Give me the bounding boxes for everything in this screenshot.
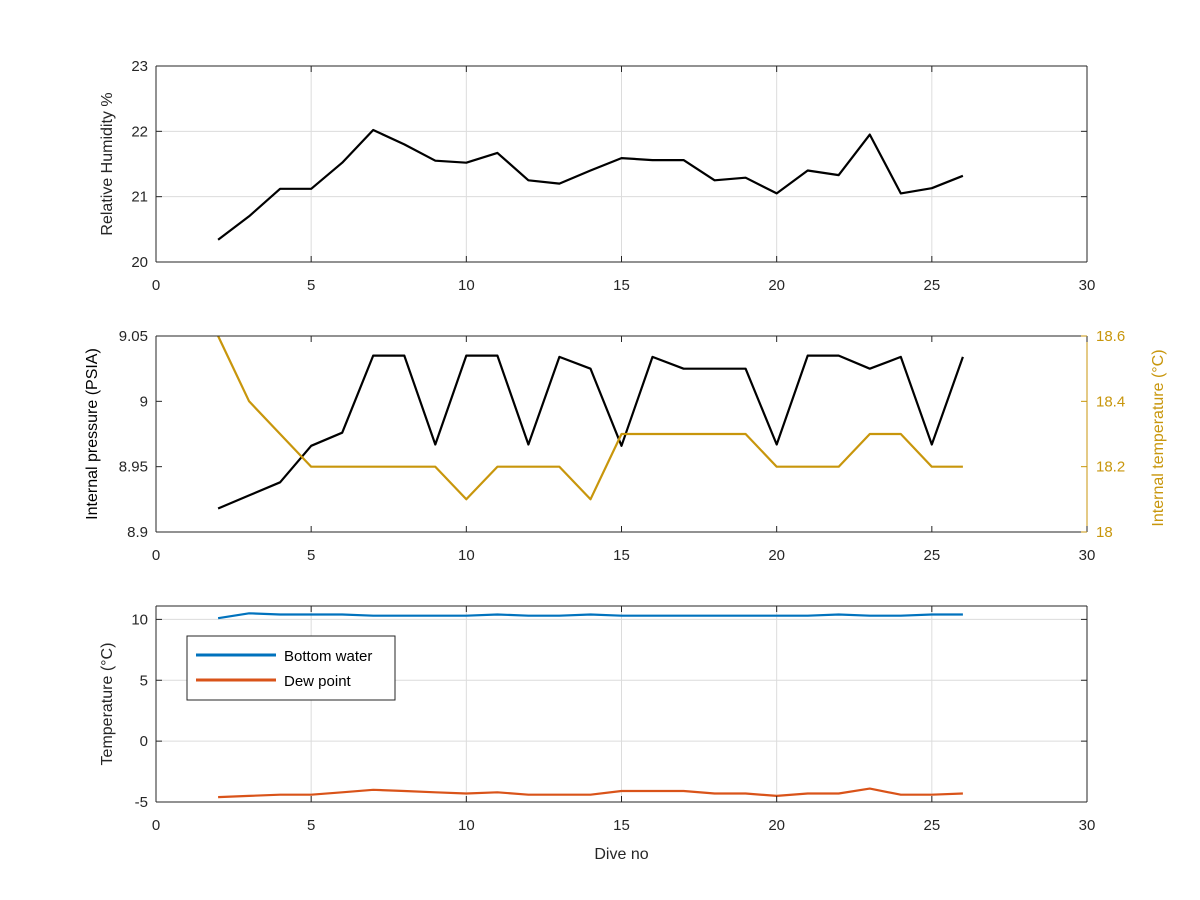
panel-2: 0 5 10 15 20 25 30 8.9 8.95 9 9.05 18 18.2 18.4 18.6 In…: [84, 328, 1167, 564]
y-right-tick-label: 18: [1096, 524, 1113, 541]
x-tick-label: 0: [152, 277, 160, 294]
x-tick-label: 30: [1079, 277, 1096, 294]
legend-box: [186, 635, 396, 701]
y-right-tick-label: 18.4: [1096, 393, 1125, 410]
y-tick-label: 0: [140, 733, 148, 750]
y-axis-label: Relative Humidity %: [99, 92, 116, 235]
legend-label: Dew point: [284, 673, 352, 690]
y-tick-label: 5: [140, 672, 148, 689]
y-tick-label: 20: [131, 254, 148, 271]
legend-label: Bottom water: [284, 648, 372, 665]
x-tick-label: 20: [768, 817, 785, 834]
x-tick-label: 5: [307, 547, 315, 564]
series-line-1: [217, 612, 963, 620]
x-tick-label: 25: [923, 817, 940, 834]
x-tick-label: 0: [152, 817, 160, 834]
y-axis-label: Temperature (°C): [99, 643, 116, 766]
x-tick-label: 15: [613, 277, 630, 294]
series-line-1: [217, 354, 964, 510]
panel-1: 0 5 10 15 20 25 30 20 21 22 23 Relative Humidity %: [99, 58, 1095, 294]
x-tick-label: 15: [613, 817, 630, 834]
x-tick-label: 10: [458, 547, 475, 564]
x-tick-label: 5: [307, 817, 315, 834]
x-tick-label: 10: [458, 817, 475, 834]
x-tick-label: 20: [768, 277, 785, 294]
x-axis-label: Dive no: [594, 846, 648, 863]
y-tick-label: 21: [131, 189, 148, 206]
y-right-tick-label: 18.2: [1096, 459, 1125, 476]
x-tick-label: 10: [458, 277, 475, 294]
series-line-2: [218, 787, 963, 799]
legend: Bottom water Dew point: [186, 635, 396, 701]
y-tick-label: 8.9: [127, 524, 148, 541]
x-tick-label: 30: [1079, 817, 1096, 834]
x-tick-label: 25: [923, 547, 940, 564]
x-tick-label: 20: [768, 547, 785, 564]
y-tick-label: -5: [135, 794, 148, 811]
x-tick-label: 0: [152, 547, 160, 564]
y-axis-label-right: Internal temperature (°C): [1150, 349, 1167, 526]
series-line-1: [217, 128, 964, 241]
y-tick-label: 22: [131, 123, 148, 140]
y-tick-label: 8.95: [119, 459, 148, 476]
y-tick-label: 23: [131, 58, 148, 75]
x-tick-label: 25: [923, 277, 940, 294]
y-tick-label: 9.05: [119, 328, 148, 345]
y-axis-label: Internal pressure (PSIA): [84, 348, 101, 520]
x-tick-label: 30: [1079, 547, 1096, 564]
x-tick-label: 5: [307, 277, 315, 294]
series-line-2: [217, 335, 963, 501]
y-right-tick-label: 18.6: [1096, 328, 1125, 345]
y-tick-label: 9: [140, 393, 148, 410]
y-tick-label: 10: [131, 611, 148, 628]
x-tick-label: 15: [613, 547, 630, 564]
